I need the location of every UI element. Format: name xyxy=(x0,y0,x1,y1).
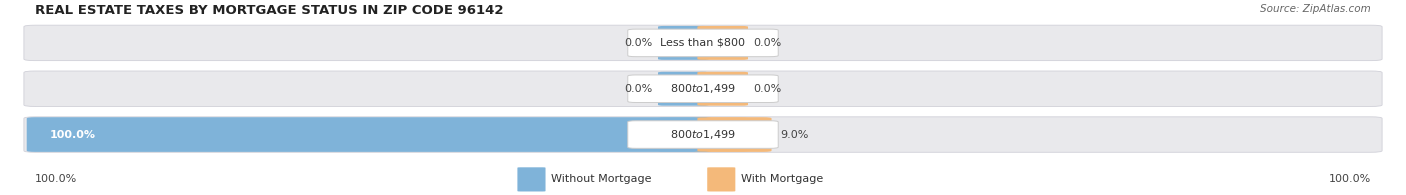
FancyBboxPatch shape xyxy=(627,75,779,103)
FancyBboxPatch shape xyxy=(27,117,711,152)
Text: REAL ESTATE TAXES BY MORTGAGE STATUS IN ZIP CODE 96142: REAL ESTATE TAXES BY MORTGAGE STATUS IN … xyxy=(35,4,503,17)
Text: Source: ZipAtlas.com: Source: ZipAtlas.com xyxy=(1260,4,1371,14)
Text: With Mortgage: With Mortgage xyxy=(741,174,823,184)
Text: 100.0%: 100.0% xyxy=(35,174,77,184)
FancyBboxPatch shape xyxy=(24,71,1382,106)
Text: Without Mortgage: Without Mortgage xyxy=(551,174,651,184)
Text: $800 to $1,499: $800 to $1,499 xyxy=(671,82,735,95)
FancyBboxPatch shape xyxy=(697,26,748,60)
FancyBboxPatch shape xyxy=(627,29,779,57)
FancyBboxPatch shape xyxy=(658,72,709,106)
Text: 0.0%: 0.0% xyxy=(754,38,782,48)
FancyBboxPatch shape xyxy=(658,118,709,152)
FancyBboxPatch shape xyxy=(24,25,1382,61)
FancyBboxPatch shape xyxy=(517,167,546,191)
Text: 100.0%: 100.0% xyxy=(49,129,96,140)
Text: $800 to $1,499: $800 to $1,499 xyxy=(671,128,735,141)
FancyBboxPatch shape xyxy=(627,121,779,148)
FancyBboxPatch shape xyxy=(697,118,748,152)
Text: Less than $800: Less than $800 xyxy=(661,38,745,48)
FancyBboxPatch shape xyxy=(695,117,772,152)
Text: 0.0%: 0.0% xyxy=(624,38,652,48)
Text: 9.0%: 9.0% xyxy=(780,129,808,140)
FancyBboxPatch shape xyxy=(697,72,748,106)
FancyBboxPatch shape xyxy=(24,117,1382,152)
FancyBboxPatch shape xyxy=(658,26,709,60)
Text: 100.0%: 100.0% xyxy=(1329,174,1371,184)
Text: 0.0%: 0.0% xyxy=(754,84,782,94)
Text: 0.0%: 0.0% xyxy=(624,84,652,94)
FancyBboxPatch shape xyxy=(707,167,735,191)
